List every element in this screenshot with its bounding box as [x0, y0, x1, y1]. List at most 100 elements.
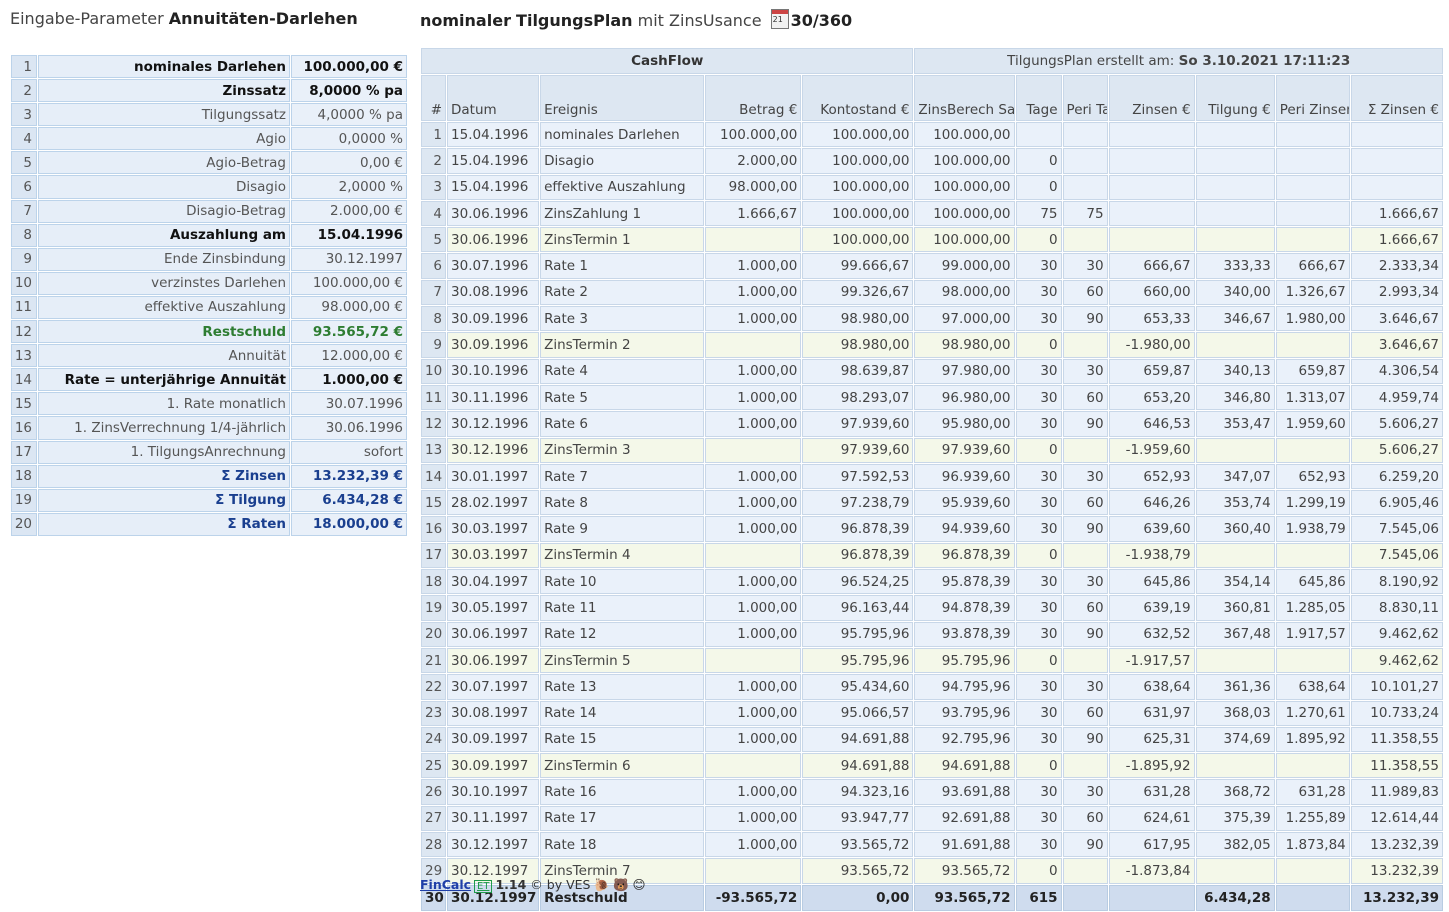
param-row: 9 Ende Zinsbindung 30.12.1997 — [11, 247, 407, 271]
cell-peri-zinsen: 1.895,92 — [1275, 726, 1350, 753]
cell-sum-zinsen: 11.358,55 — [1350, 753, 1443, 779]
column-header[interactable]: Peri Zinsen € — [1275, 75, 1350, 121]
et-badge-link[interactable]: ET — [474, 880, 493, 893]
column-header[interactable]: Tage — [1015, 75, 1062, 121]
cell-zinsberech-saldo: 96.939,60 — [914, 463, 1015, 490]
param-row: 20 Σ Raten 18.000,00 € — [11, 512, 407, 536]
cell-zinsen: 639,19 — [1108, 595, 1195, 621]
param-row: 14 Rate = unterjährige Annuität 1.000,00 € — [11, 368, 407, 392]
column-header[interactable]: Peri Tage — [1062, 75, 1108, 121]
cell-tilgung — [1195, 332, 1275, 358]
cell-zinsen — [1108, 122, 1195, 148]
cell-kontostand: 93.565,72 — [802, 832, 914, 858]
cell-zinsen — [1108, 148, 1195, 174]
calendar-icon[interactable]: 21 — [770, 9, 789, 29]
plan-header-row-top: CashFlow TilgungsPlan erstellt am: So 3.… — [421, 48, 1443, 74]
cell-sum-zinsen — [1350, 148, 1443, 174]
cell-peri-tage: 90 — [1062, 726, 1108, 753]
cell-datum: 30.06.1996 — [447, 227, 540, 253]
row-number: 22 — [421, 674, 447, 700]
cell-sum-zinsen: 8.190,92 — [1350, 569, 1443, 595]
cell-ereignis: ZinsZahlung 1 — [540, 200, 705, 227]
column-header[interactable]: Tilgung € — [1195, 75, 1275, 121]
column-header[interactable]: Zinsen € — [1108, 75, 1195, 121]
cell-sum-zinsen: 11.989,83 — [1350, 779, 1443, 805]
cell-zinsen: 652,93 — [1108, 463, 1195, 490]
cell-peri-zinsen — [1275, 200, 1350, 227]
cell-ereignis: Rate 18 — [540, 832, 705, 858]
cell-peri-tage: 90 — [1062, 832, 1108, 858]
cell-ereignis: Rate 6 — [540, 411, 705, 437]
param-row: 5 Agio-Betrag 0,00 € — [11, 151, 407, 175]
column-header[interactable]: Σ Zinsen € — [1350, 75, 1443, 121]
row-number: 20 — [421, 621, 447, 647]
table-row: 25 30.09.1997 ZinsTermin 6 94.691,88 94.691,… — [421, 753, 1443, 779]
cell-ereignis: ZinsTermin 3 — [540, 437, 705, 463]
plan-title-mid: mit ZinsUsance — [637, 11, 762, 30]
param-value: 8,0000 % pa — [291, 79, 407, 103]
created-label: TilgungsPlan erstellt am: — [1007, 53, 1175, 69]
total-cell-zinsen — [1108, 884, 1195, 911]
param-row: 2 Zinssatz 8,0000 % pa — [11, 79, 407, 103]
param-value: 100.000,00 € — [291, 55, 407, 79]
table-row: 23 30.08.1997 Rate 14 1.000,00 95.066,57 93.7… — [421, 700, 1443, 726]
cell-zinsen: 631,28 — [1108, 779, 1195, 805]
column-header[interactable]: Datum — [447, 75, 540, 121]
table-row: 1 15.04.1996 nominales Darlehen 100.000,00 1… — [421, 122, 1443, 148]
cell-ereignis: Rate 13 — [540, 674, 705, 700]
table-row: 24 30.09.1997 Rate 15 1.000,00 94.691,88 92.7… — [421, 726, 1443, 753]
cell-peri-zinsen: 1.917,57 — [1275, 621, 1350, 647]
column-header[interactable]: ZinsBerech Saldo € — [914, 75, 1015, 121]
cell-kontostand: 98.639,87 — [802, 358, 914, 384]
column-header[interactable]: # — [421, 75, 447, 121]
cell-peri-zinsen: 1.313,07 — [1275, 384, 1350, 411]
cell-ereignis: Rate 11 — [540, 595, 705, 621]
cell-kontostand: 94.323,16 — [802, 779, 914, 805]
cell-zinsen: 632,52 — [1108, 621, 1195, 647]
cell-betrag — [705, 542, 802, 569]
row-number: 9 — [421, 332, 447, 358]
cell-kontostand: 100.000,00 — [802, 148, 914, 174]
param-row: 19 Σ Tilgung 6.434,28 € — [11, 488, 407, 512]
cell-zinsen: 625,31 — [1108, 726, 1195, 753]
cell-tage: 30 — [1015, 832, 1062, 858]
copyright-label: © by VES — [530, 877, 591, 892]
cell-betrag: 1.000,00 — [705, 384, 802, 411]
cell-tage: 30 — [1015, 700, 1062, 726]
cell-zinsen: 653,20 — [1108, 384, 1195, 411]
params-title: Eingabe-Parameter Annuitäten-Darlehen — [10, 9, 358, 28]
cell-zinsberech-saldo: 93.878,39 — [914, 621, 1015, 647]
total-cell-kontostand: 0,00 — [802, 884, 914, 911]
param-label: Σ Tilgung — [38, 488, 290, 512]
cell-datum: 15.04.1996 — [447, 174, 540, 200]
cell-tilgung — [1195, 122, 1275, 148]
cell-zinsberech-saldo: 95.980,00 — [914, 411, 1015, 437]
table-row: 18 30.04.1997 Rate 10 1.000,00 96.524,25 95.8… — [421, 569, 1443, 595]
fincalc-link[interactable]: FinCalc — [420, 877, 472, 892]
plan-header-row-columns: # Datum Ereignis Betrag € Kontostand € ZinsBe… — [421, 75, 1443, 121]
param-number: 5 — [11, 151, 37, 175]
table-row: 26 30.10.1997 Rate 16 1.000,00 94.323,16 93.6… — [421, 779, 1443, 805]
cell-peri-tage — [1062, 753, 1108, 779]
cell-datum: 30.09.1996 — [447, 332, 540, 358]
cell-kontostand: 94.691,88 — [802, 753, 914, 779]
cell-betrag: 1.000,00 — [705, 726, 802, 753]
cell-zinsberech-saldo: 94.939,60 — [914, 516, 1015, 542]
column-header[interactable]: Betrag € — [705, 75, 802, 121]
column-header[interactable]: Ereignis — [540, 75, 705, 121]
cell-zinsen: 660,00 — [1108, 279, 1195, 306]
cell-peri-tage — [1062, 122, 1108, 148]
cell-zinsberech-saldo: 100.000,00 — [914, 122, 1015, 148]
cell-datum: 30.08.1997 — [447, 700, 540, 726]
cell-peri-tage: 30 — [1062, 463, 1108, 490]
cell-kontostand: 100.000,00 — [802, 200, 914, 227]
column-header[interactable]: Kontostand € — [802, 75, 914, 121]
table-row: 29 30.12.1997 ZinsTermin 7 93.565,72 93.565,… — [421, 858, 1443, 884]
cell-kontostand: 100.000,00 — [802, 122, 914, 148]
param-value: 2.000,00 € — [291, 199, 407, 223]
cell-tage: 0 — [1015, 227, 1062, 253]
row-number: 27 — [421, 805, 447, 832]
cell-sum-zinsen: 7.545,06 — [1350, 516, 1443, 542]
cell-tage: 0 — [1015, 148, 1062, 174]
cell-zinsberech-saldo: 92.691,88 — [914, 805, 1015, 832]
